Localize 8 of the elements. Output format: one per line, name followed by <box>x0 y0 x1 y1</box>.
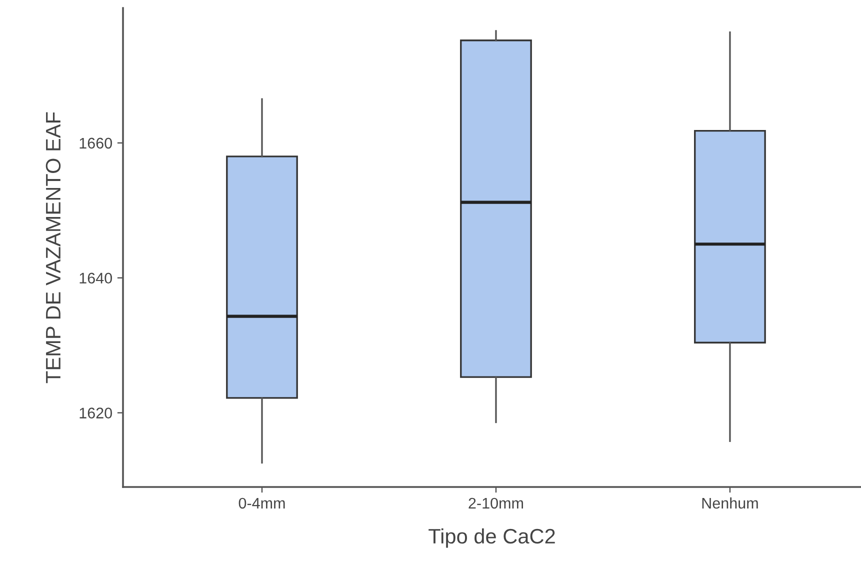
x-tick-label: 0-4mm <box>238 498 285 509</box>
y-tick-label: 1640 <box>80 272 112 284</box>
x-tick-label: 2-10mm <box>468 498 523 509</box>
x-tick-label: Nenhum <box>702 497 758 509</box>
y-tick-label: 1620 <box>80 408 112 418</box>
y-axis-title: TEMP DE VAZAMENTO EAF <box>46 112 61 384</box>
x-axis-title: Tipo de CaC2 <box>428 528 555 548</box>
y-tick-label: 1660 <box>80 138 112 149</box>
